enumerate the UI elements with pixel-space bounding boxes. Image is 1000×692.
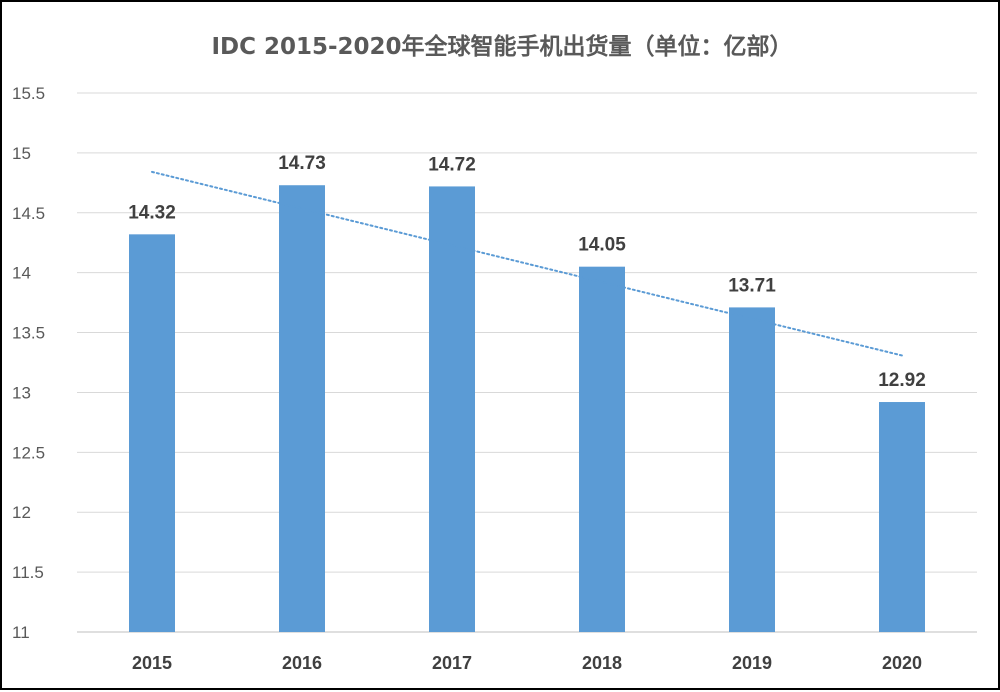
x-tick-label: 2018 xyxy=(582,653,622,673)
data-labels: 14.32 14.73 14.72 14.05 13.71 12.92 xyxy=(128,153,926,391)
x-tick-label: 2019 xyxy=(732,653,772,673)
data-label: 13.71 xyxy=(728,275,776,296)
y-tick-label: 14 xyxy=(12,264,31,283)
bar-2018 xyxy=(579,266,625,632)
y-tick-label: 13.5 xyxy=(12,324,45,343)
data-label: 14.32 xyxy=(128,202,176,223)
bar-2015 xyxy=(129,234,175,633)
y-tick-label: 12.5 xyxy=(12,443,45,462)
linear-trendline xyxy=(151,170,903,357)
x-tick-label: 2016 xyxy=(282,653,322,673)
bars xyxy=(129,185,925,633)
y-tick-label: 15.5 xyxy=(12,84,45,103)
gridlines xyxy=(77,92,977,633)
y-tick-label: 15 xyxy=(12,144,31,163)
y-tick-label: 11.5 xyxy=(12,563,44,582)
trendline xyxy=(151,170,903,357)
bar-2016 xyxy=(279,185,325,632)
x-tick-label: 2017 xyxy=(432,653,472,673)
bar-2017 xyxy=(429,186,475,632)
y-tick-label: 14.5 xyxy=(12,204,45,223)
y-tick-label: 13 xyxy=(12,383,31,402)
bar-2019 xyxy=(729,307,775,632)
data-label: 14.05 xyxy=(578,235,626,256)
y-axis-ticks: 11 11.5 12 12.5 13 13.5 14 14.5 15 15.5 xyxy=(12,84,45,642)
chart-title: IDC 2015-2020年全球智能手机出货量（单位：亿部） xyxy=(211,33,792,60)
y-tick-label: 12 xyxy=(12,503,31,522)
x-axis-ticks: 2015 2016 2017 2018 2019 2020 xyxy=(132,653,922,673)
y-tick-label: 11 xyxy=(12,623,30,642)
data-label: 12.92 xyxy=(878,370,926,391)
x-tick-label: 2015 xyxy=(132,653,172,673)
bar-2020 xyxy=(879,402,925,632)
data-label: 14.72 xyxy=(428,154,476,175)
x-tick-label: 2020 xyxy=(882,653,922,673)
data-label: 14.73 xyxy=(278,153,326,174)
